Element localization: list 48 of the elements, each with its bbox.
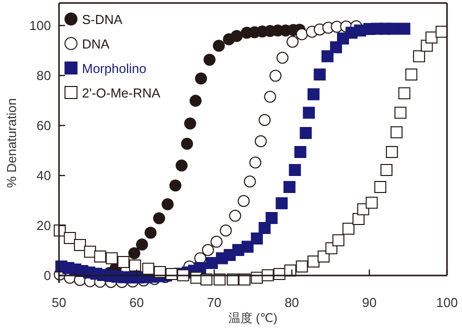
- legend-label: DNA: [82, 36, 110, 52]
- point: [204, 54, 216, 66]
- y-tick-label: 0: [44, 268, 51, 283]
- point: [283, 181, 296, 193]
- x-tick-label: 80: [284, 295, 300, 310]
- point: [250, 232, 263, 244]
- y-axis-title: % Denaturation: [4, 98, 19, 188]
- point: [136, 238, 148, 250]
- point: [300, 127, 312, 139]
- point: [314, 68, 326, 80]
- legend-label: 2'-O-Me-RNA: [82, 86, 161, 100]
- x-tick-label: 90: [362, 295, 377, 310]
- point: [190, 94, 202, 107]
- y-tick-label: 40: [36, 168, 51, 183]
- x-tick-label: 70: [206, 295, 222, 310]
- legend-label: Morpholino: [82, 61, 146, 76]
- point: [195, 72, 208, 84]
- y-tick-label: 60: [36, 118, 51, 133]
- point: [128, 247, 140, 260]
- point: [276, 197, 288, 210]
- x-tick-label: 60: [129, 295, 144, 310]
- point: [266, 212, 278, 224]
- y-tick-label: 20: [36, 218, 51, 233]
- point: [294, 146, 306, 158]
- point: [176, 160, 188, 172]
- point: [162, 198, 174, 210]
- point: [308, 88, 320, 100]
- point: [258, 222, 271, 234]
- x-tick-label: 100: [436, 295, 458, 310]
- legend-label: S-DNA: [82, 12, 123, 27]
- point: [398, 22, 410, 35]
- point: [153, 212, 166, 224]
- point: [212, 40, 225, 52]
- y-tick-label: 100: [29, 18, 51, 33]
- point: [142, 262, 154, 275]
- point: [330, 41, 342, 54]
- point: [288, 164, 301, 176]
- y-tick-label: 80: [36, 68, 51, 83]
- point: [321, 50, 334, 62]
- point: [181, 138, 194, 150]
- x-tick-label: 50: [52, 295, 66, 310]
- point: [144, 226, 157, 239]
- point: [302, 106, 315, 119]
- point: [242, 240, 254, 253]
- x-axis-title: 温度 (℃): [228, 311, 278, 325]
- point: [184, 118, 196, 130]
- point: [169, 180, 182, 192]
- point: [230, 30, 243, 42]
